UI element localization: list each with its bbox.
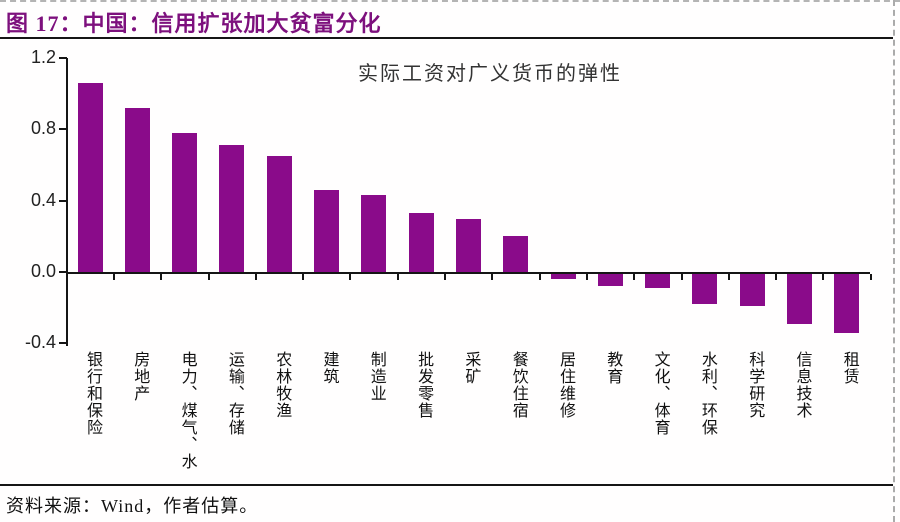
x-axis-tick (207, 274, 210, 280)
bar (645, 274, 671, 289)
bar (739, 274, 765, 307)
bar (124, 107, 150, 272)
footer-divider (0, 484, 893, 486)
category-label: 文化、体育 (651, 351, 669, 436)
category-label: 教育 (604, 351, 622, 385)
bar (550, 274, 576, 280)
bar (219, 145, 245, 272)
category-label: 农林牧渔 (273, 351, 291, 419)
y-axis-tick (59, 128, 67, 131)
x-axis-tick (444, 274, 447, 280)
x-axis-tick (633, 274, 636, 280)
category-label: 制造业 (367, 351, 385, 402)
bar (834, 274, 860, 333)
category-label: 电力、煤气、水 (178, 351, 196, 470)
bar-chart: 实际工资对广义货币的弹性 1.2 0.8 0.4 0.0 -0.4 银行和保险 房地产 电力、… (0, 45, 893, 482)
category-label: 信息技术 (793, 351, 811, 419)
right-dashed-border (893, 0, 895, 522)
bar (503, 236, 529, 272)
y-axis-tick (59, 57, 67, 60)
category-label: 科学研究 (746, 351, 764, 419)
category-label: 居住维修 (557, 351, 574, 419)
x-axis-tick (396, 274, 399, 280)
x-axis-tick (585, 274, 588, 280)
category-label: 建筑 (320, 351, 338, 385)
category-label: 餐饮住宿 (509, 351, 527, 419)
x-axis-tick (538, 274, 541, 280)
category-label: 采矿 (462, 351, 480, 385)
x-axis-tick (680, 274, 683, 280)
x-axis-tick (727, 274, 730, 280)
y-axis-tick-label: 0.8 (30, 118, 56, 139)
category-label: 水利、环保 (698, 351, 716, 436)
bar (597, 274, 623, 287)
x-axis-tick (869, 274, 872, 280)
x-axis-tick (349, 274, 352, 280)
x-axis-tick (822, 274, 825, 280)
x-axis-line (66, 272, 870, 274)
y-axis-line (66, 58, 68, 346)
x-axis-tick (491, 274, 494, 280)
y-axis-tick-label: 0.4 (30, 189, 56, 210)
category-label: 房地产 (131, 351, 149, 402)
bar (266, 156, 292, 272)
y-axis-tick (59, 271, 67, 273)
category-label: 银行和保险 (84, 351, 101, 436)
x-axis-tick (775, 274, 778, 280)
y-axis-tick (59, 342, 67, 345)
chart-title: 实际工资对广义货币的弹性 (358, 63, 622, 85)
source-note: 资料来源：Wind，作者估算。 (6, 496, 259, 516)
y-axis-tick (59, 199, 67, 202)
category-label: 运输、存储 (225, 351, 243, 436)
category-label: 租赁 (840, 351, 858, 385)
top-dashed-border (0, 0, 900, 2)
bar (361, 195, 387, 272)
x-axis-tick (254, 274, 257, 280)
bar (787, 274, 812, 324)
x-axis-tick (160, 274, 163, 280)
bar (692, 274, 718, 305)
y-axis-tick-label: 0.0 (30, 261, 56, 281)
bar (314, 189, 339, 272)
figure-title: 图 17：中国：信用扩张加大贫富分化 (6, 11, 382, 36)
y-axis-tick-label: -0.4 (24, 332, 56, 353)
y-axis-tick-label: 1.2 (30, 47, 56, 68)
category-label: 批发零售 (415, 351, 433, 419)
bar (172, 132, 198, 272)
x-axis-tick (302, 274, 305, 280)
bar (455, 218, 481, 272)
title-divider (0, 37, 893, 39)
x-axis-tick (112, 274, 115, 280)
bar (77, 83, 103, 272)
bar (408, 213, 434, 272)
